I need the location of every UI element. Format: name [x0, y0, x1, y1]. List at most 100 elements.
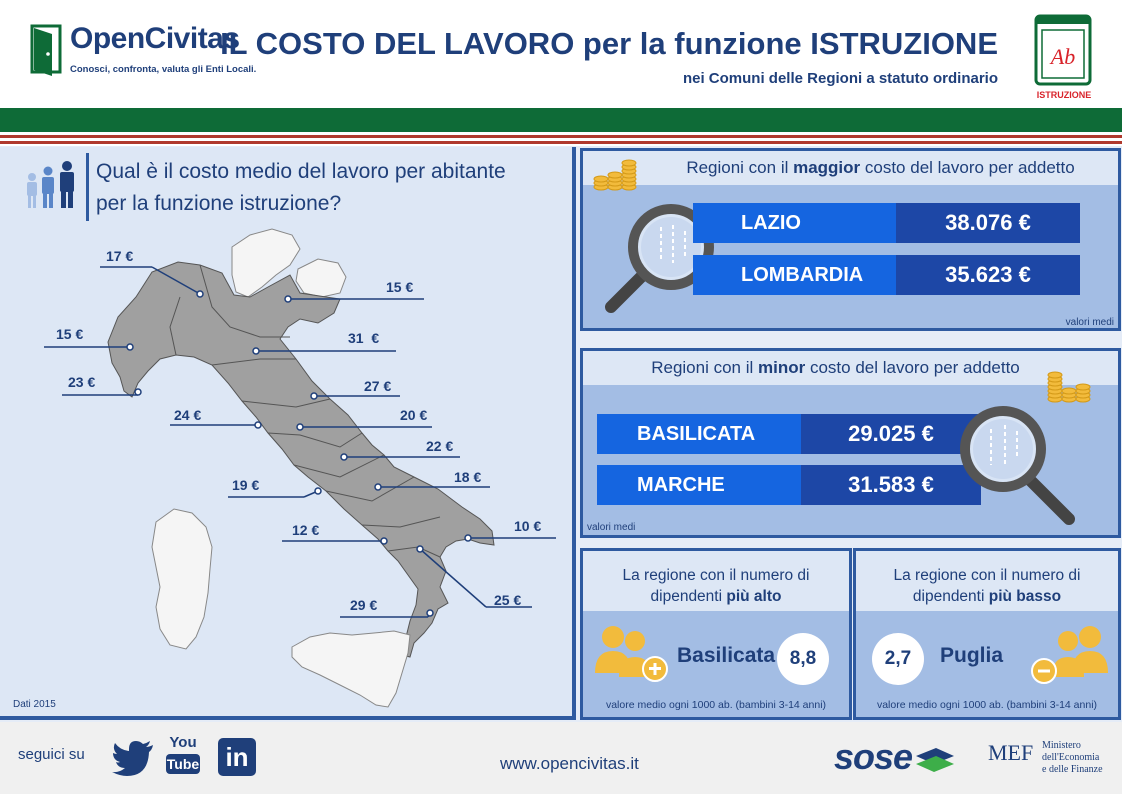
- top-row-1-name: LAZIO: [693, 203, 899, 243]
- map-region-trentino: [231, 228, 301, 298]
- magnifier-icon: [605, 204, 714, 313]
- high-employees-header: La regione con il numero di dipendenti p…: [583, 551, 849, 611]
- map-label-lombardia: 17 €: [106, 248, 134, 264]
- low-note: valore medio ogni 1000 ab. (bambini 3-14…: [876, 699, 1098, 711]
- low-title-bold: più basso: [988, 588, 1062, 605]
- top-cost-header: Regioni con il maggior costo del lavoro …: [583, 151, 1118, 191]
- opencivitas-logo[interactable]: OpenCivitas Conosci, confronta, valuta g…: [30, 22, 256, 82]
- high-employees-panel: La regione con il numero di dipendenti p…: [580, 548, 852, 720]
- high-employees-title: La regione con il numero di dipendenti p…: [583, 565, 849, 607]
- map-label-toscana: 24 €: [174, 407, 202, 423]
- coins-icon: [1047, 371, 1091, 403]
- map-label-puglia: 10 €: [514, 518, 542, 534]
- door-icon: [30, 24, 62, 76]
- high-title-pre: dipendenti: [650, 588, 727, 605]
- map-sardinia: [151, 508, 213, 650]
- top-title-post: costo del lavoro per addetto: [860, 158, 1075, 177]
- dot-lombardia: [196, 290, 204, 298]
- italy-map: [44, 228, 556, 708]
- red-stripe-1: [0, 135, 1122, 138]
- map-label-veneto: 15 €: [386, 279, 414, 295]
- dot-emilia: [252, 347, 260, 355]
- map-label-valle-aosta: 23 €: [68, 374, 96, 390]
- low-title-line-1: La regione con il numero di: [893, 567, 1081, 584]
- low-title-pre: dipendenti: [912, 588, 989, 605]
- badge-text: Ab: [1049, 44, 1075, 69]
- coins-icon: [593, 159, 637, 191]
- people-minus-icon: [1031, 626, 1108, 684]
- map-region-friuli: [295, 258, 347, 298]
- dot-marche: [310, 392, 318, 400]
- map-leader-lines: [44, 266, 556, 618]
- logo-tagline: Conosci, confronta, valuta gli Enti Loca…: [70, 64, 257, 75]
- map-label-piemonte: 15 €: [56, 326, 84, 342]
- high-note: valore medio ogni 1000 ab. (bambini 3-14…: [605, 699, 827, 711]
- dot-basilicata: [416, 545, 424, 553]
- mid-row-1-name: BASILICATA: [597, 414, 803, 454]
- map-mainland: [107, 261, 495, 658]
- top-title-bold: maggior: [793, 158, 861, 177]
- top-note: valori medi: [1065, 317, 1114, 328]
- sose-mark-icon: [916, 748, 954, 772]
- top-row-2-name: LOMBARDIA: [693, 255, 899, 295]
- low-region-name: Puglia: [940, 644, 1004, 667]
- dot-lazio: [314, 487, 322, 495]
- mef-text: Ministero dell'Economia e delle Finanze: [1042, 740, 1103, 776]
- sose-logo[interactable]: sose: [834, 736, 913, 777]
- map-dots: [126, 290, 472, 617]
- follow-us-label: seguici su: [18, 746, 85, 763]
- mid-note: valori medi: [587, 522, 636, 533]
- footer: seguici su You Tube in www.opencivitas.i…: [0, 722, 1122, 794]
- youtube-icon[interactable]: You Tube: [166, 734, 200, 778]
- dot-abruzzo: [340, 453, 348, 461]
- badge-label: ISTRUZIONE: [1036, 90, 1092, 100]
- dot-campania: [380, 537, 388, 545]
- low-cost-panel: Regioni con il minor costo del lavoro pe…: [580, 348, 1121, 538]
- magnifier-icon: [960, 406, 1075, 525]
- high-title-line-1: La regione con il numero di: [622, 567, 810, 584]
- mef-line-2: dell'Economia: [1042, 752, 1100, 763]
- green-stripe: [0, 108, 1122, 132]
- top-title-pre: Regioni con il: [686, 158, 794, 177]
- youtube-bottom: Tube: [166, 754, 200, 774]
- twitter-icon[interactable]: [112, 740, 154, 776]
- website-link[interactable]: www.opencivitas.it: [500, 754, 639, 773]
- question-line-1: Qual è il costo medio del lavoro per abi…: [96, 160, 506, 183]
- map-panel: Qual è il costo medio del lavoro per abi…: [0, 147, 576, 720]
- low-employees-title: La regione con il numero di dipendenti p…: [856, 565, 1118, 607]
- map-sicily: [291, 630, 411, 708]
- map-label-umbria: 20 €: [400, 407, 428, 423]
- mef-logo[interactable]: MEF: [988, 740, 1034, 765]
- linkedin-icon[interactable]: in: [218, 738, 256, 776]
- mid-row-2-value: 31.583 €: [801, 465, 981, 505]
- book-icon: Ab: [1034, 14, 1092, 86]
- map-label-campania: 12 €: [292, 522, 320, 538]
- linkedin-text: in: [225, 742, 249, 772]
- dot-veneto: [284, 295, 292, 303]
- top-cost-title: Regioni con il maggior costo del lavoro …: [583, 158, 1118, 178]
- dot-toscana: [254, 421, 262, 429]
- low-employees-panel: La regione con il numero di dipendenti p…: [853, 548, 1121, 720]
- dot-molise: [374, 483, 382, 491]
- top-row-2-value: 35.623 €: [896, 255, 1080, 295]
- high-region-name: Basilicata: [677, 644, 776, 667]
- people-plus-icon: [595, 626, 668, 682]
- people-icon: [27, 161, 74, 208]
- dot-puglia: [464, 534, 472, 542]
- top-cost-panel: Regioni con il maggior costo del lavoro …: [580, 148, 1121, 331]
- youtube-top: You: [169, 734, 197, 751]
- dot-piemonte: [126, 343, 134, 351]
- question-line-2: per la funzione istruzione?: [96, 192, 342, 215]
- mid-row-2-name: MARCHE: [597, 465, 803, 505]
- map-label-lazio: 19 €: [232, 477, 260, 493]
- question-divider: [86, 153, 89, 221]
- page-title: IL COSTO DEL LAVORO per la funzione ISTR…: [220, 26, 998, 61]
- map-label-molise: 18 €: [454, 469, 482, 485]
- mid-title-pre: Regioni con il: [651, 358, 758, 377]
- low-employees-header: La regione con il numero di dipendenti p…: [856, 551, 1118, 611]
- red-stripe-2: [0, 141, 1122, 144]
- mef-line-3: e delle Finanze: [1042, 764, 1103, 775]
- mid-title-post: costo del lavoro per addetto: [805, 358, 1020, 377]
- map-label-calabria: 29 €: [350, 597, 378, 613]
- high-value-circle: 8,8: [777, 633, 829, 685]
